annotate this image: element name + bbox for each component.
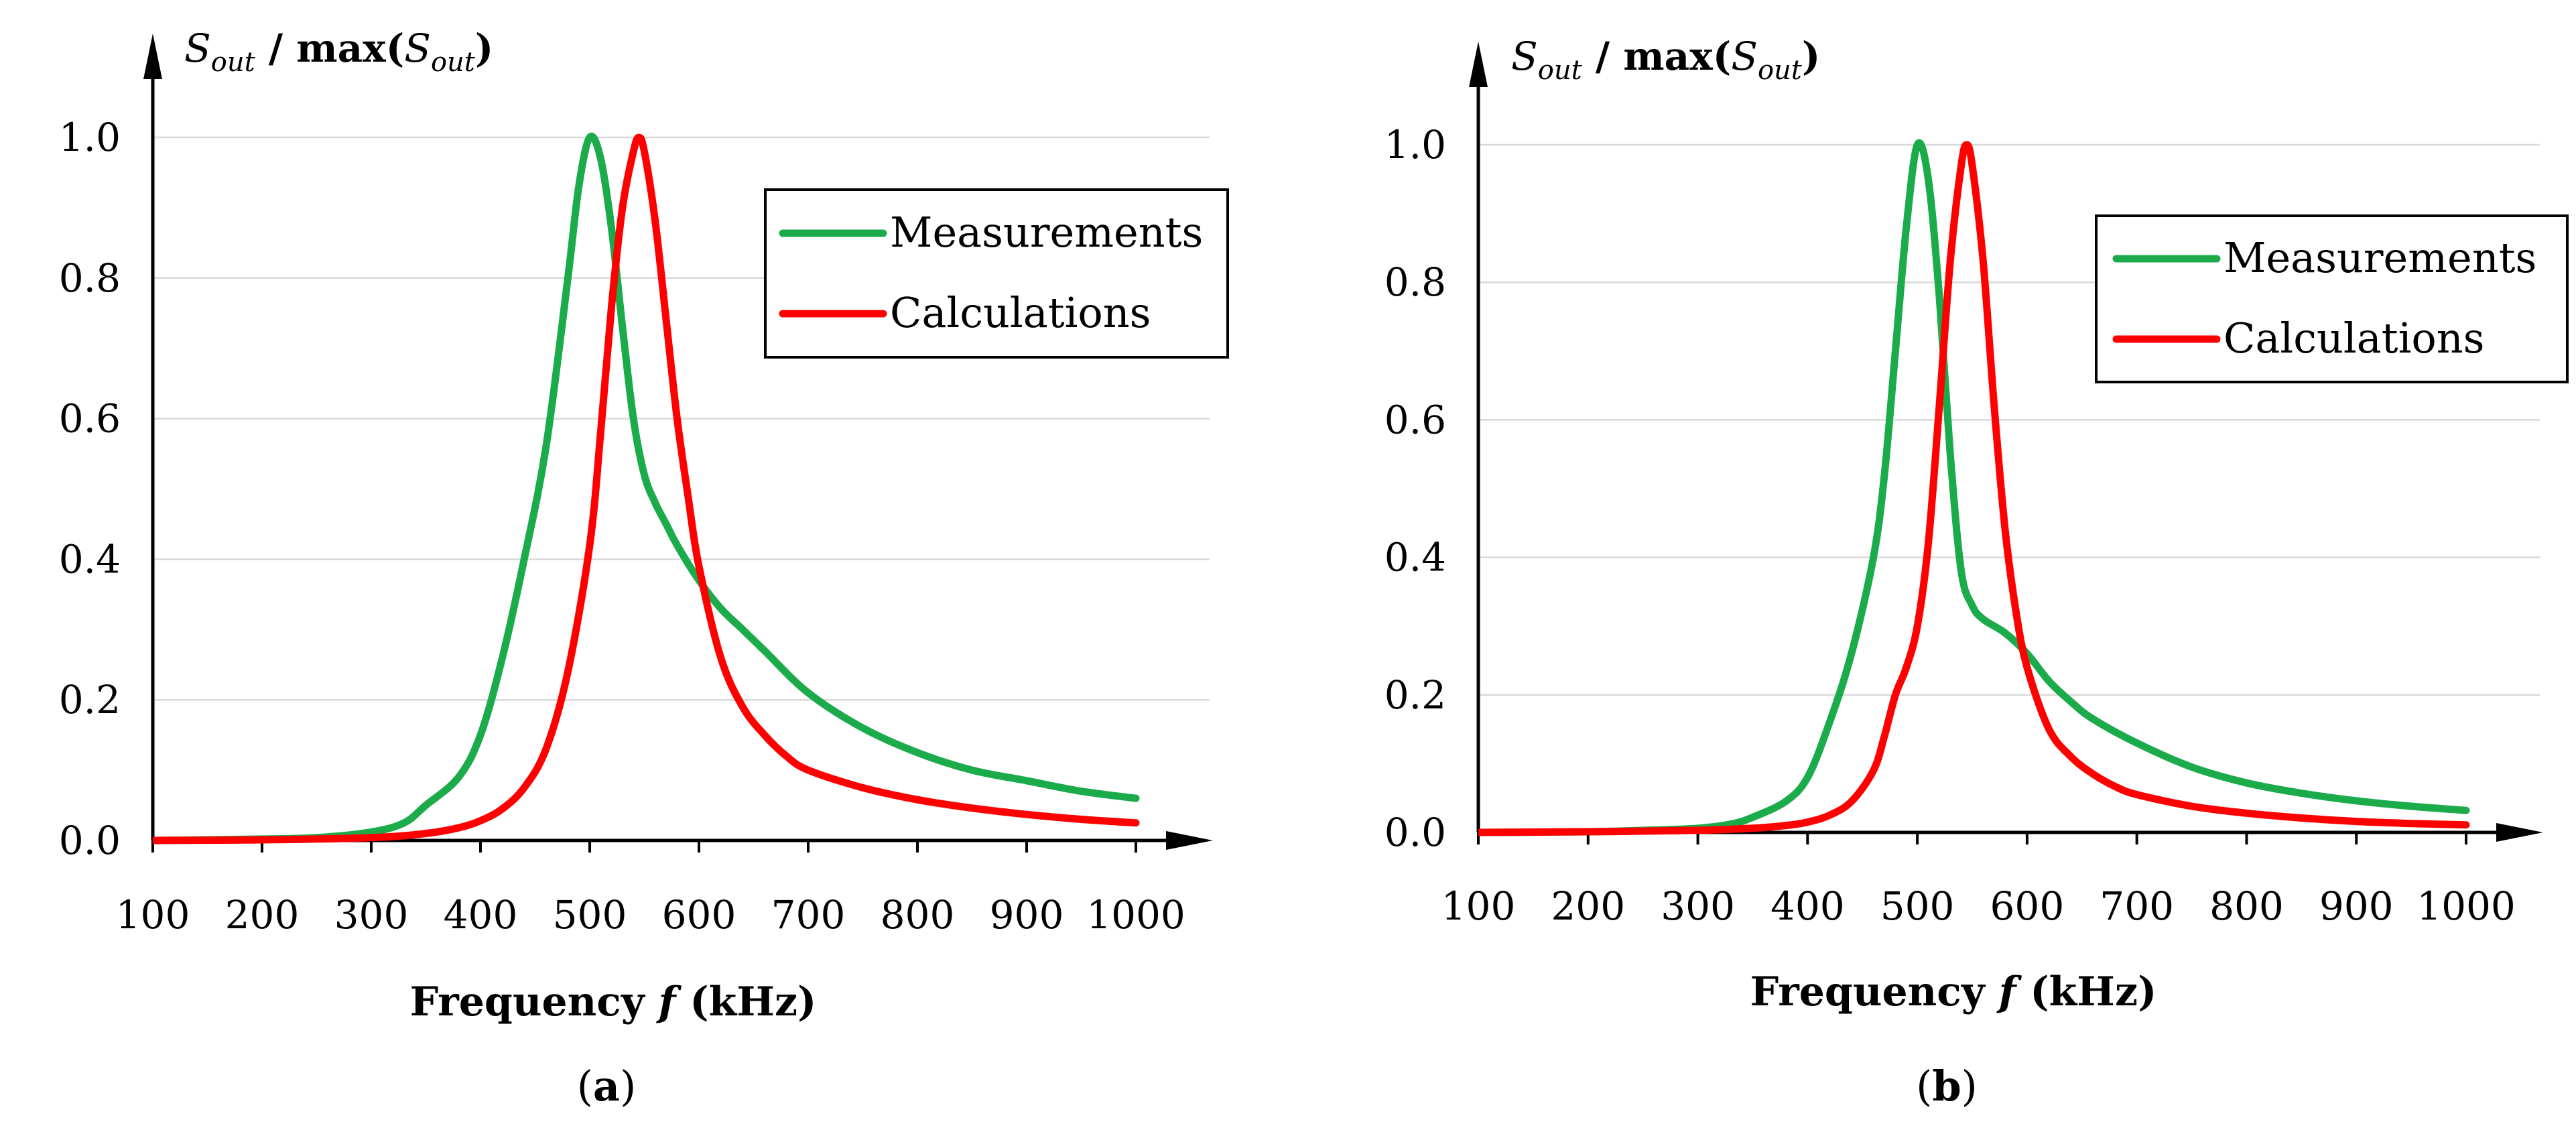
y-ticks-b: 0.0 0.2 0.4 0.6 0.8 1.0 (1384, 122, 1446, 855)
series-lines-a (153, 132, 1140, 844)
series-line-calculations-a (153, 133, 1140, 844)
y-title-sub-b: out (1538, 55, 1583, 86)
y-title-close-a: ) (475, 25, 493, 71)
x-tick-label-a-0: 100 (116, 892, 190, 938)
y-axis-title-a: Sout / max(Sout) (184, 25, 493, 78)
y-tick-label-a-0: 0.0 (59, 818, 121, 863)
panel-letter-a: a (593, 1062, 620, 1111)
legend-label-measurements-b: Measurements (2224, 233, 2536, 282)
series-line-calculations-b (1478, 141, 2470, 836)
y-title-sub2-a: out (431, 47, 476, 78)
x-tick-label-b-8: 900 (2319, 883, 2394, 929)
y-axis-arrow-b (1469, 42, 1488, 87)
x-tick-label-b-6: 700 (2100, 883, 2174, 929)
x-tick-label-a-5: 600 (662, 892, 736, 938)
panel-label-b: (b) (1916, 1062, 1978, 1111)
y-tick-label-b-4: 0.8 (1384, 259, 1446, 305)
y-title-s2-b: S (1731, 34, 1758, 79)
y-title-sub-a: out (211, 47, 256, 78)
x-tick-label-a-1: 200 (225, 892, 300, 938)
legend-b: Measurements Calculations (2095, 214, 2569, 383)
y-ticks-a: 0.0 0.2 0.4 0.6 0.8 1.0 (59, 115, 121, 863)
x-title-pre-a: Frequency (410, 979, 659, 1025)
legend-label-calculations-b: Calculations (2224, 314, 2485, 363)
y-tick-label-b-3: 0.6 (1384, 397, 1446, 442)
x-title-post-b: (kHz) (2016, 968, 2156, 1015)
series-lines-b (1478, 139, 2470, 836)
y-tick-label-a-3: 0.6 (59, 396, 121, 442)
x-tick-label-a-6: 700 (771, 892, 846, 938)
x-tick-label-b-4: 500 (1880, 883, 1955, 929)
panel-letter-b: b (1932, 1062, 1961, 1111)
y-tick-label-b-0: 0.0 (1384, 810, 1446, 855)
y-tick-label-a-4: 0.8 (59, 255, 121, 301)
y-tick-label-a-5: 1.0 (59, 115, 121, 160)
x-tick-label-a-7: 800 (881, 892, 955, 938)
x-tick-label-b-2: 300 (1661, 883, 1735, 929)
y-title-sub2-b: out (1758, 55, 1803, 86)
x-tick-label-a-8: 900 (990, 892, 1064, 938)
y-tick-label-b-2: 0.4 (1384, 535, 1446, 580)
y-axis-title-b: Sout / max(Sout) (1511, 34, 1820, 86)
y-tick-label-b-1: 0.2 (1384, 672, 1446, 718)
series-line-measurements-b (1478, 139, 2470, 836)
chart-panel-b: 100 200 300 400 500 600 700 800 900 1000 0.00.20.… (1384, 34, 2569, 1111)
y-tick-label-a-1: 0.2 (59, 677, 121, 723)
x-tick-label-b-7: 800 (2209, 883, 2284, 929)
y-tick-label-a-2: 0.4 (59, 536, 121, 582)
x-axis-title-b: Frequency f (kHz) (1750, 968, 2157, 1015)
x-tick-label-b-5: 600 (1990, 883, 2065, 929)
legend-label-measurements-a: Measurements (890, 208, 1203, 257)
panel-label-a: (a) (577, 1062, 637, 1111)
x-axis-arrow-a (1166, 831, 1213, 850)
x-axis-title-a: Frequency f (kHz) (410, 979, 817, 1025)
y-tick-label-b-5: 1.0 (1384, 122, 1446, 168)
y-title-s-a: S (184, 25, 211, 71)
x-tick-label-a-2: 300 (334, 892, 409, 938)
x-tick-label-a-9: 1000 (1086, 892, 1185, 938)
y-title-s2-a: S (404, 25, 431, 71)
legend-a: Measurements Calculations (764, 188, 1229, 359)
x-tick-label-a-4: 500 (553, 892, 627, 938)
chart-panel-a: 100 200 300 400 500 600 700 800 900 1000 0.00.20.… (59, 25, 1229, 1111)
x-tick-label-b-3: 400 (1770, 883, 1845, 929)
y-title-close-b: ) (1802, 34, 1820, 79)
x-tick-label-b-1: 200 (1551, 883, 1625, 929)
y-title-mid-a: / max( (255, 25, 405, 71)
y-axis-arrow-a (143, 34, 162, 79)
x-tick-label-b-0: 100 (1441, 883, 1516, 929)
x-ticks-b: 100 200 300 400 500 600 700 800 900 1000 (1441, 832, 2516, 929)
legend-box-a (764, 188, 1229, 359)
legend-label-calculations-a: Calculations (890, 288, 1151, 337)
legend-box-b (2095, 214, 2569, 383)
x-title-pre-b: Frequency (1750, 968, 1999, 1015)
x-ticks-a: 100 200 300 400 500 600 700 800 900 1000 (116, 840, 1185, 938)
x-tick-label-a-3: 400 (444, 892, 518, 938)
x-tick-label-b-9: 1000 (2417, 883, 2516, 929)
y-title-mid-b: / max( (1582, 34, 1732, 79)
x-axis-arrow-b (2496, 823, 2543, 842)
x-title-post-a: (kHz) (675, 979, 816, 1025)
series-line-measurements-a (153, 132, 1140, 844)
y-title-s-b: S (1511, 34, 1538, 79)
